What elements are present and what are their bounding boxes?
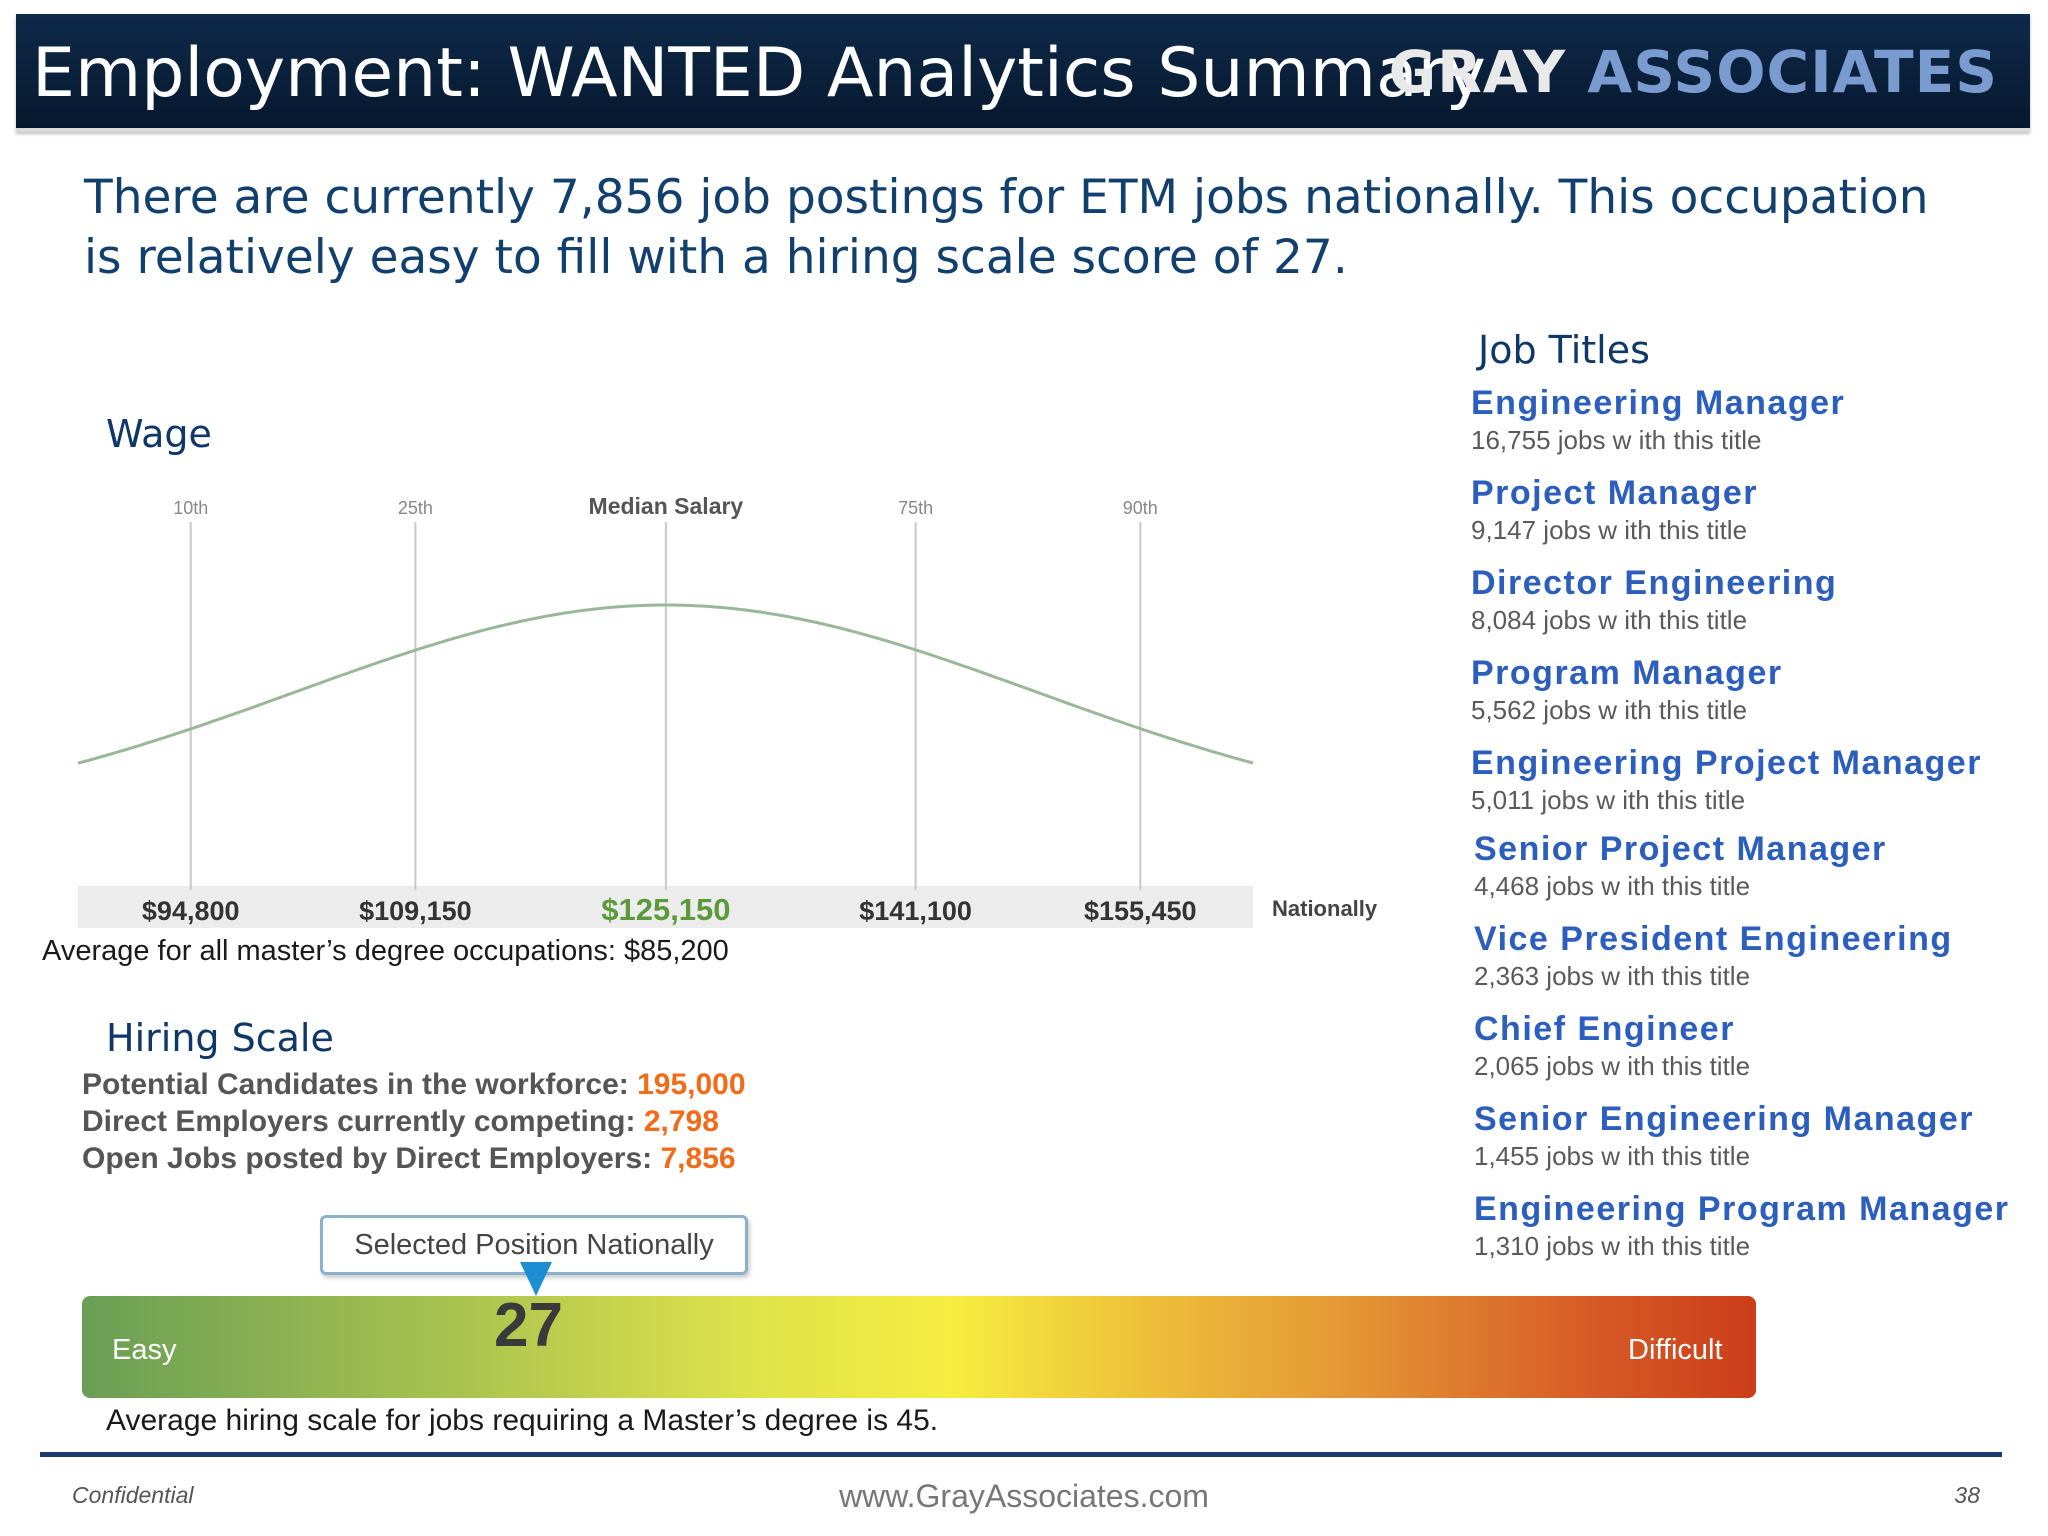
job-title-item: Engineering Project Manager 5,011 jobs w… (1471, 744, 1982, 816)
job-title-name: Engineering Program Manager (1474, 1190, 2010, 1228)
wage-bell-curve (77, 603, 1254, 765)
hiring-scale-stats: Potential Candidates in the workforce: 1… (82, 1066, 746, 1177)
job-title-count: 1,310 jobs w ith this title (1474, 1231, 1751, 1261)
job-title-item: Senior Project Manager 4,468 jobs w ith … (1474, 830, 1887, 902)
job-title-name: Project Manager (1471, 474, 1759, 512)
logo-word-gray: GRAY (1388, 38, 1567, 106)
intro-text: There are currently 7,856 job postings f… (84, 170, 1929, 285)
scale-difficult-label: Difficult (1628, 1334, 1723, 1366)
stat-potential-candidates: Potential Candidates in the workforce: 1… (82, 1066, 746, 1103)
job-title-count: 4,468 jobs w ith this title (1474, 871, 1751, 901)
job-title-item: Project Manager 9,147 jobs w ith this ti… (1471, 474, 1758, 546)
wage-heading: Wage (106, 412, 212, 456)
job-title-count: 16,755 jobs w ith this title (1471, 425, 1762, 455)
job-title-item: Engineering Manager 16,755 jobs w ith th… (1471, 384, 1845, 456)
stat-label: Potential Candidates in the workforce: (82, 1068, 629, 1101)
percentile-value: $109,150 (359, 896, 472, 926)
job-title-count: 8,084 jobs w ith this title (1471, 605, 1748, 635)
stat-value: 195,000 (637, 1068, 746, 1101)
percentile-label: 10th (173, 498, 208, 518)
hiring-scale-average-note: Average hiring scale for jobs requiring … (106, 1404, 939, 1437)
percentile-label: 25th (398, 498, 433, 518)
job-title-count: 2,065 jobs w ith this title (1474, 1051, 1751, 1081)
job-title-name: Vice President Engineering (1474, 920, 1953, 958)
slide-header: Employment: WANTED Analytics Summary GRA… (16, 14, 2030, 132)
hiring-scale-bar (82, 1296, 1756, 1398)
job-title-item: Vice President Engineering 2,363 jobs w … (1474, 920, 1953, 992)
job-title-name: Senior Engineering Manager (1474, 1100, 1974, 1138)
percentile-label: 90th (1123, 498, 1158, 518)
page-number: 38 (1954, 1482, 1980, 1508)
company-logo: GRAY ASSOCIATES (1389, 38, 1998, 106)
footer-confidential: Confidential (72, 1482, 194, 1508)
stat-label: Open Jobs posted by Direct Employers: (82, 1142, 653, 1175)
wage-average-note: Average for all master’s degree occupati… (42, 935, 729, 967)
position-marker-arrow-icon (520, 1262, 552, 1296)
wage-distribution-chart: 10th $94,800 25th $109,150 Median Salary $125… (77, 493, 1378, 928)
job-title-name: Chief Engineer (1474, 1010, 1735, 1048)
nationally-label: Nationally (1272, 896, 1378, 921)
logo-word-associates: ASSOCIATES (1587, 38, 1998, 106)
hiring-scale-heading: Hiring Scale (106, 1016, 334, 1060)
job-title-item: Director Engineering 8,084 jobs w ith th… (1471, 564, 1837, 636)
job-title-count: 5,011 jobs w ith this title (1471, 785, 1746, 815)
job-title-name: Engineering Manager (1471, 384, 1846, 422)
stat-open-jobs: Open Jobs posted by Direct Employers: 7,… (82, 1140, 746, 1177)
job-titles-heading: Job Titles (1478, 328, 1650, 372)
percentile-label: 75th (898, 498, 933, 518)
job-title-item: Chief Engineer 2,065 jobs w ith this tit… (1474, 1010, 1750, 1082)
footer-website: www.GrayAssociates.com (839, 1478, 1209, 1514)
job-title-name: Engineering Project Manager (1471, 744, 1982, 782)
footer-rule (40, 1452, 2002, 1457)
job-title-count: 1,455 jobs w ith this title (1474, 1141, 1751, 1171)
job-title-name: Program Manager (1471, 654, 1783, 692)
percentile-label: Median Salary (589, 493, 744, 519)
slide-title: Employment: WANTED Analytics Summary (32, 34, 1486, 113)
stat-value: 7,856 (660, 1142, 736, 1175)
job-title-count: 5,562 jobs w ith this title (1471, 695, 1748, 725)
percentile-value: $94,800 (142, 896, 240, 926)
job-title-count: 2,363 jobs w ith this title (1474, 961, 1751, 991)
job-title-name: Director Engineering (1471, 564, 1838, 602)
stat-value: 2,798 (643, 1105, 719, 1138)
percentile-value: $141,100 (859, 896, 972, 926)
stat-direct-employers: Direct Employers currently competing: 2,… (82, 1103, 746, 1140)
job-title-item: Program Manager 5,562 jobs w ith this ti… (1471, 654, 1783, 726)
hiring-scale-score: 27 (494, 1291, 563, 1360)
scale-easy-label: Easy (112, 1334, 177, 1366)
job-title-count: 9,147 jobs w ith this title (1471, 515, 1748, 545)
percentile-value: $155,450 (1084, 896, 1197, 926)
percentile-value: $125,150 (601, 892, 730, 927)
job-title-name: Senior Project Manager (1474, 830, 1887, 868)
job-title-item: Senior Engineering Manager 1,455 jobs w … (1474, 1100, 1974, 1172)
job-title-item: Engineering Program Manager 1,310 jobs w… (1474, 1190, 2010, 1262)
wage-value-band (78, 886, 1253, 928)
stat-label: Direct Employers currently competing: (82, 1105, 636, 1138)
